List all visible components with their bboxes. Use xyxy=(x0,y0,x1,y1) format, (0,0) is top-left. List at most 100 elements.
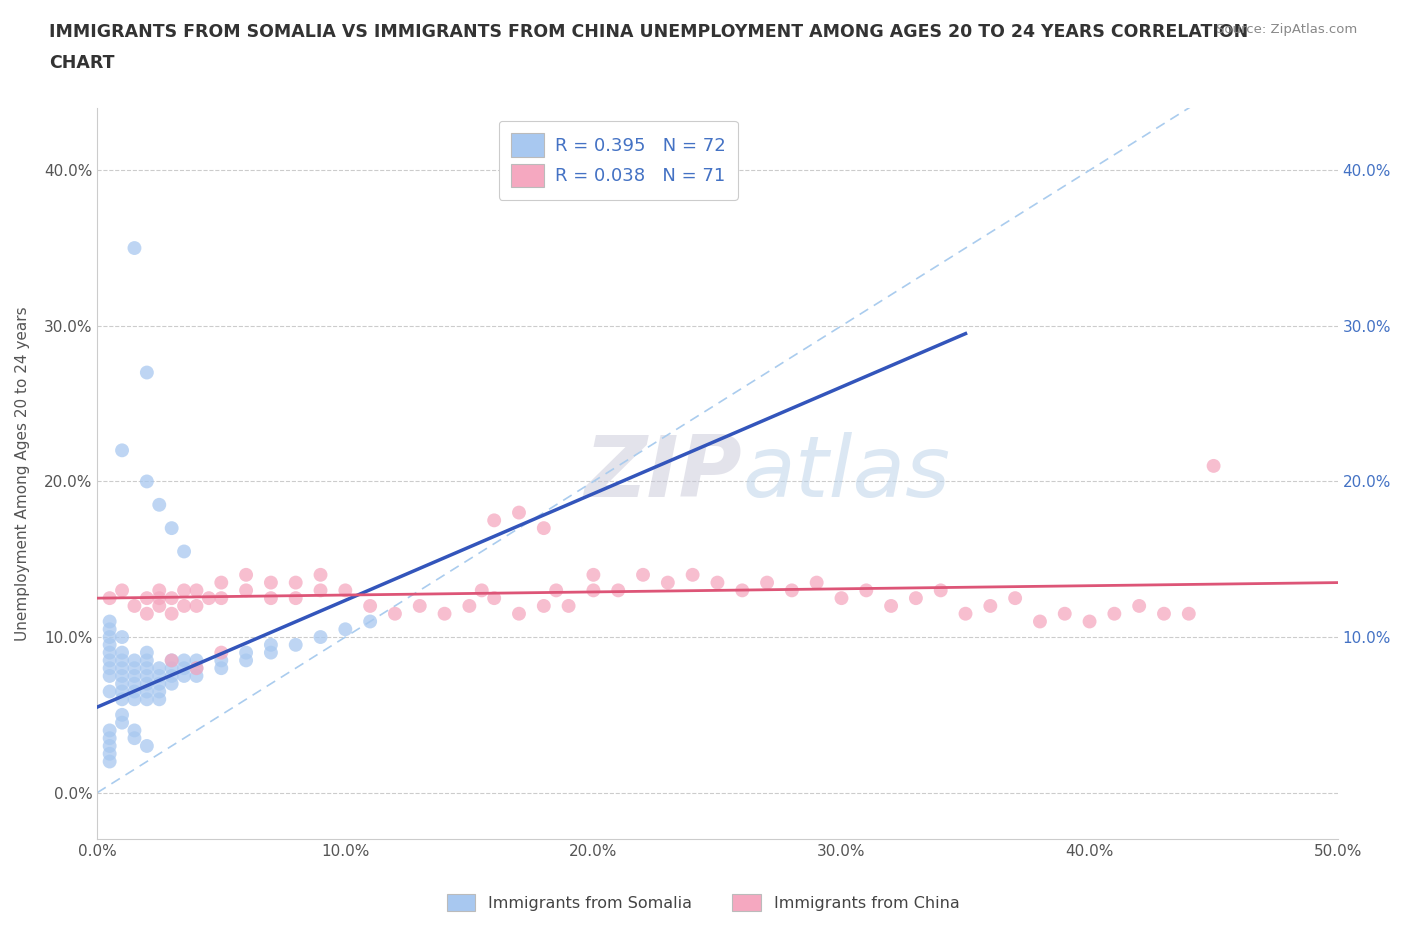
Point xyxy=(260,591,283,605)
Point xyxy=(148,599,170,614)
Legend: Immigrants from Somalia, Immigrants from China: Immigrants from Somalia, Immigrants from… xyxy=(440,887,966,917)
Point xyxy=(160,660,183,675)
Point xyxy=(135,738,157,753)
Point xyxy=(98,660,121,675)
Text: atlas: atlas xyxy=(742,432,950,515)
Point xyxy=(756,575,779,590)
Point xyxy=(98,637,121,652)
Point xyxy=(135,669,157,684)
Point xyxy=(173,669,195,684)
Point xyxy=(830,591,852,605)
Point xyxy=(582,583,605,598)
Point xyxy=(98,614,121,629)
Point xyxy=(359,614,381,629)
Point xyxy=(111,645,134,660)
Point xyxy=(98,754,121,769)
Point xyxy=(1104,606,1126,621)
Point xyxy=(160,676,183,691)
Point xyxy=(124,684,146,699)
Point xyxy=(135,606,157,621)
Point xyxy=(533,599,555,614)
Point xyxy=(135,591,157,605)
Point xyxy=(124,731,146,746)
Point xyxy=(124,676,146,691)
Point xyxy=(111,443,134,458)
Point xyxy=(173,544,195,559)
Point xyxy=(284,575,307,590)
Point xyxy=(124,653,146,668)
Point xyxy=(98,731,121,746)
Point xyxy=(384,606,406,621)
Point xyxy=(880,599,903,614)
Point xyxy=(482,513,505,528)
Point xyxy=(98,645,121,660)
Point xyxy=(111,684,134,699)
Point xyxy=(111,676,134,691)
Point xyxy=(186,653,208,668)
Point xyxy=(731,583,754,598)
Point xyxy=(135,365,157,380)
Point xyxy=(98,669,121,684)
Point xyxy=(855,583,877,598)
Point xyxy=(98,622,121,637)
Point xyxy=(260,575,283,590)
Point xyxy=(160,521,183,536)
Point xyxy=(135,474,157,489)
Point xyxy=(979,599,1001,614)
Point xyxy=(657,575,679,590)
Point xyxy=(124,660,146,675)
Point xyxy=(1202,458,1225,473)
Point xyxy=(706,575,728,590)
Point xyxy=(173,653,195,668)
Point xyxy=(160,591,183,605)
Point xyxy=(1128,599,1150,614)
Point xyxy=(508,606,530,621)
Point xyxy=(98,738,121,753)
Point xyxy=(209,575,232,590)
Point xyxy=(160,653,183,668)
Point xyxy=(111,660,134,675)
Point xyxy=(111,653,134,668)
Point xyxy=(173,583,195,598)
Point xyxy=(198,591,221,605)
Point xyxy=(780,583,803,598)
Point xyxy=(148,498,170,512)
Text: IMMIGRANTS FROM SOMALIA VS IMMIGRANTS FROM CHINA UNEMPLOYMENT AMONG AGES 20 TO 2: IMMIGRANTS FROM SOMALIA VS IMMIGRANTS FR… xyxy=(49,23,1249,41)
Point xyxy=(284,637,307,652)
Point xyxy=(98,653,121,668)
Point xyxy=(546,583,568,598)
Point xyxy=(186,669,208,684)
Point xyxy=(806,575,828,590)
Point xyxy=(124,692,146,707)
Point xyxy=(533,521,555,536)
Point xyxy=(235,583,257,598)
Point xyxy=(433,606,456,621)
Point xyxy=(209,660,232,675)
Point xyxy=(135,660,157,675)
Point xyxy=(160,606,183,621)
Point xyxy=(148,591,170,605)
Point xyxy=(335,622,357,637)
Point xyxy=(309,567,332,582)
Point xyxy=(631,567,654,582)
Point xyxy=(173,660,195,675)
Point xyxy=(124,723,146,737)
Point xyxy=(235,645,257,660)
Point xyxy=(148,684,170,699)
Text: Source: ZipAtlas.com: Source: ZipAtlas.com xyxy=(1216,23,1357,36)
Point xyxy=(111,715,134,730)
Point xyxy=(409,599,432,614)
Point xyxy=(135,676,157,691)
Point xyxy=(148,583,170,598)
Point xyxy=(186,660,208,675)
Point xyxy=(135,684,157,699)
Point xyxy=(124,241,146,256)
Point xyxy=(1078,614,1101,629)
Point xyxy=(284,591,307,605)
Point xyxy=(557,599,579,614)
Point xyxy=(904,591,927,605)
Point xyxy=(1029,614,1052,629)
Point xyxy=(148,676,170,691)
Point xyxy=(682,567,704,582)
Text: CHART: CHART xyxy=(49,54,115,72)
